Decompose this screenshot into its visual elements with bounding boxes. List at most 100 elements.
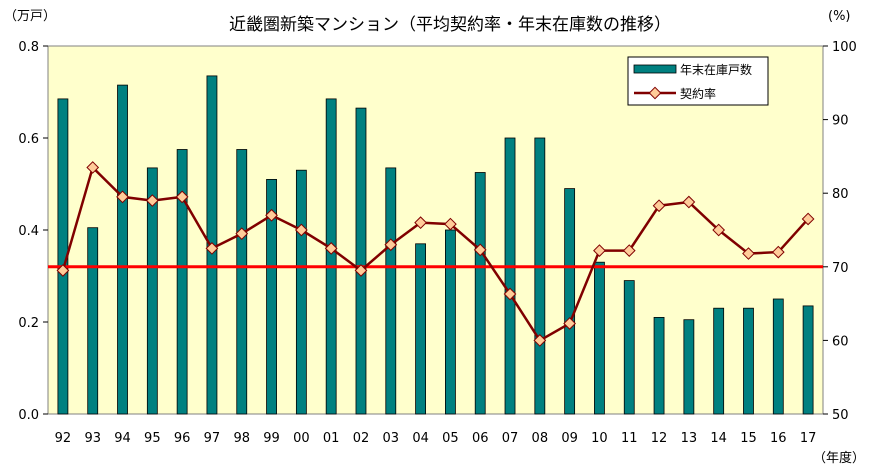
legend-bar-swatch (633, 64, 677, 74)
x-tick-label: 05 (442, 431, 459, 446)
x-tick-label: 11 (621, 431, 638, 446)
contract-rate-point-94 (116, 190, 129, 204)
x-tick-label: 97 (204, 431, 221, 446)
inventory-bar-93 (87, 227, 99, 415)
contract-rate-point-00 (295, 223, 308, 237)
contract-rate-point-10 (593, 244, 606, 257)
right-tick-label: 60 (832, 334, 849, 349)
contract-rate-point-14 (712, 223, 726, 237)
inventory-bar-08 (534, 137, 546, 415)
contract-rate-point-05 (444, 217, 457, 231)
right-tick-label: 70 (832, 261, 849, 276)
left-tick-label: 0.6 (18, 132, 39, 147)
contract-rate-point-16 (771, 245, 785, 259)
inventory-bar-14 (713, 307, 725, 415)
contract-rate-point-98 (235, 227, 249, 241)
inventory-bar-09 (564, 188, 576, 415)
x-tick-label: 02 (353, 431, 370, 446)
contract-rate-point-96 (175, 190, 189, 204)
inventory-bar-98 (236, 149, 248, 415)
x-tick-label: 16 (770, 431, 787, 446)
contract-rate-point-13 (682, 195, 696, 209)
contract-rate-point-92 (56, 264, 70, 277)
left-tick-label: 0.0 (18, 408, 39, 423)
x-tick-label: 09 (561, 431, 578, 446)
contract-rate-point-99 (265, 208, 278, 222)
inventory-bar-03 (385, 167, 397, 415)
right-tick-label: 100 (832, 40, 857, 55)
x-tick-label: 14 (710, 431, 727, 446)
contract-rate-point-01 (324, 242, 338, 255)
x-tick-label: 01 (323, 431, 340, 446)
legend: 年末在庫戸数 契約率 (627, 56, 769, 106)
x-tick-label: 17 (800, 431, 817, 446)
inventory-bar-96 (176, 149, 188, 415)
x-tick-label: 95 (144, 431, 161, 446)
left-tick-label: 0.4 (18, 224, 39, 239)
inventory-bar-04 (415, 243, 426, 415)
x-tick-label: 03 (383, 431, 400, 446)
contract-rate-point-09 (563, 317, 576, 330)
contract-rate-point-06 (473, 243, 487, 257)
contract-rate-line (56, 161, 815, 347)
contract-rate-point-97 (205, 242, 219, 255)
inventory-bar-99 (266, 178, 277, 415)
inventory-bar-16 (772, 298, 784, 415)
right-axis-ticks: 50 60 70 80 90 100 (823, 40, 857, 423)
x-tick-label: 92 (55, 431, 72, 446)
x-tick-label: 96 (174, 431, 191, 446)
inventory-bar-00 (295, 169, 307, 415)
inventory-bar-15 (743, 307, 754, 415)
x-axis-labels: 92 93 94 95 96 97 98 99 00 01 02 03 04 05 06 07 08 09 10 11… (55, 431, 817, 446)
contract-rate-point-95 (145, 194, 159, 207)
right-tick-label: 90 (832, 114, 849, 129)
chart-title: 近畿圏新築マンション（平均契約率・年末在庫数の推移） (229, 15, 671, 35)
right-axis-unit: (%) (828, 9, 851, 24)
inventory-bar-95 (146, 167, 158, 415)
x-tick-label: 00 (293, 431, 310, 446)
inventory-bar-07 (504, 137, 516, 415)
inventory-bar-05 (445, 229, 456, 415)
inventory-bar-11 (623, 280, 635, 415)
legend-line-marker (648, 86, 662, 100)
left-axis-ticks: 0.0 0.2 0.4 0.6 0.8 (18, 40, 48, 423)
legend-bar-label: 年末在庫戸数 (680, 62, 752, 77)
inventory-bar-13 (683, 319, 695, 415)
inventory-bar-01 (325, 98, 337, 415)
x-tick-label: 13 (681, 431, 698, 446)
contract-rate-point-07 (503, 287, 517, 301)
contract-rate-point-11 (622, 244, 636, 257)
x-tick-label: 15 (740, 431, 757, 446)
left-tick-label: 0.2 (18, 316, 39, 331)
right-tick-label: 80 (832, 187, 849, 202)
inventory-bar-02 (355, 107, 367, 415)
contract-rate-point-17 (801, 212, 815, 226)
x-tick-label: 12 (651, 431, 668, 446)
inventory-bar-94 (117, 84, 128, 415)
x-tick-label: 06 (472, 431, 489, 446)
contract-rate-point-93 (86, 161, 100, 174)
contract-rate-point-03 (384, 238, 398, 252)
x-tick-label: 10 (591, 431, 608, 446)
x-tick-label: 93 (84, 431, 101, 446)
x-tick-label: 94 (114, 431, 131, 446)
x-tick-label: 07 (502, 431, 519, 446)
inventory-bar-06 (474, 172, 486, 415)
x-tick-label: 04 (412, 431, 429, 446)
contract-rate-point-15 (742, 247, 755, 260)
x-tick-label: 98 (233, 431, 250, 446)
right-tick-label: 50 (832, 408, 849, 423)
inventory-bar-12 (653, 316, 665, 415)
x-tick-label: 99 (263, 431, 280, 446)
left-tick-label: 0.8 (18, 40, 39, 55)
contract-rate-point-12 (652, 199, 666, 213)
x-axis-unit: （年度） (813, 450, 865, 466)
contract-rate-point-08 (533, 334, 547, 347)
contract-rate-point-02 (354, 264, 368, 277)
inventory-bar-10 (594, 261, 605, 415)
x-tick-label: 08 (532, 431, 549, 446)
contract-rate-point-04 (414, 216, 427, 230)
left-axis-unit: （万戸） (4, 9, 56, 24)
